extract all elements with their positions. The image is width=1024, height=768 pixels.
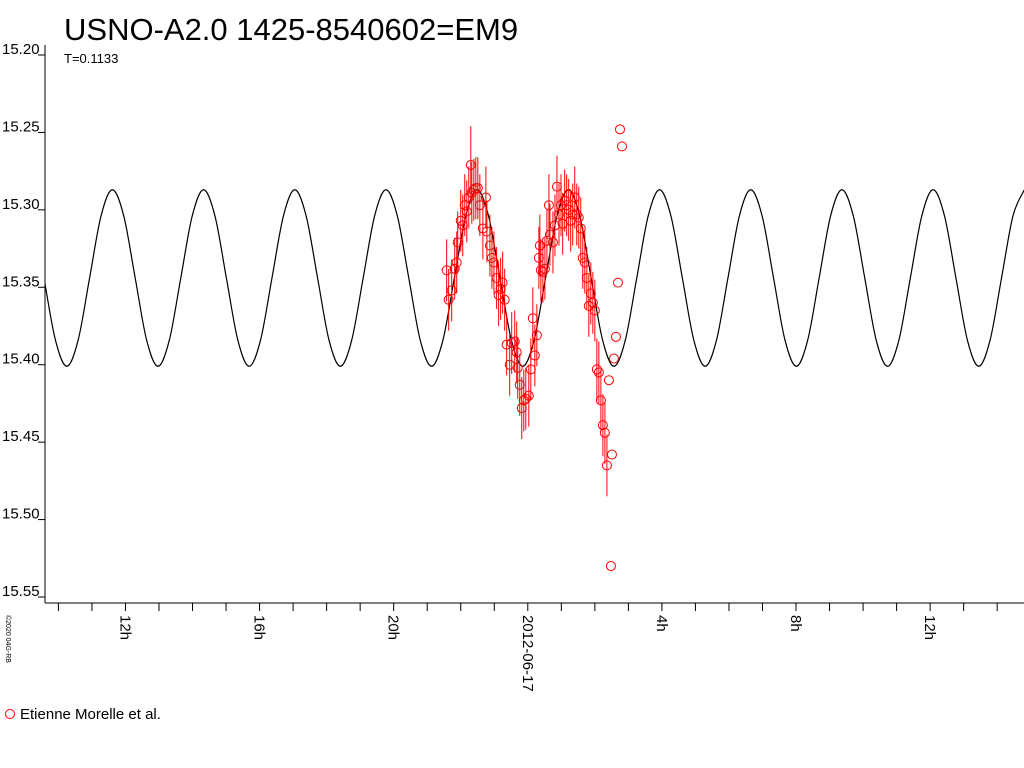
x-tick-label: 20h — [385, 615, 402, 640]
observation — [547, 237, 558, 248]
x-tick-label: 4h — [653, 615, 670, 632]
observation — [441, 265, 452, 276]
observation — [525, 364, 536, 375]
observation — [585, 288, 596, 299]
observation — [443, 294, 454, 305]
observation — [495, 283, 506, 294]
observation — [472, 183, 483, 194]
legend-marker — [5, 709, 15, 719]
observation — [589, 305, 600, 316]
chart-subtitle: T=0.1133 — [64, 51, 118, 66]
y-tick-label: 15.50 — [2, 506, 40, 523]
x-tick-label: 8h — [787, 615, 804, 632]
observation — [451, 257, 462, 268]
observation — [465, 159, 476, 170]
observation — [601, 460, 612, 471]
observation — [512, 362, 523, 373]
observation — [577, 252, 588, 263]
observation — [539, 263, 550, 274]
observation — [446, 285, 457, 296]
observation — [452, 237, 463, 248]
observation — [534, 240, 545, 251]
observation — [567, 209, 578, 220]
observation — [543, 200, 554, 211]
observation — [569, 192, 580, 203]
observation — [461, 206, 472, 217]
observation — [581, 272, 592, 283]
observation — [571, 209, 582, 220]
observation — [610, 331, 621, 342]
observation — [553, 209, 564, 220]
observation — [593, 367, 604, 378]
observation — [603, 375, 614, 386]
y-tick-label: 15.35 — [2, 273, 40, 290]
observation — [488, 257, 499, 268]
observation — [520, 393, 531, 404]
observation — [606, 449, 617, 460]
observation — [608, 353, 619, 364]
observation — [549, 220, 560, 231]
x-tick-label: 12h — [921, 615, 938, 640]
observation — [481, 226, 492, 237]
observation — [455, 215, 466, 226]
observation — [497, 277, 508, 288]
observation — [599, 427, 610, 438]
model-curve — [45, 189, 1024, 367]
y-tick-label: 15.45 — [2, 428, 40, 445]
observation — [551, 181, 562, 192]
observation — [575, 223, 586, 234]
observation — [459, 200, 470, 211]
observation — [449, 263, 460, 274]
observation — [597, 420, 608, 431]
observation — [605, 561, 616, 572]
observation — [541, 235, 552, 246]
observation — [614, 124, 625, 135]
observation — [537, 266, 548, 277]
chart-title: USNO-A2.0 1425-8540602=EM9 — [64, 12, 518, 47]
observation — [533, 252, 544, 263]
plot-area — [45, 124, 1024, 572]
observation — [595, 395, 606, 406]
observation — [509, 336, 520, 347]
observation — [612, 277, 623, 288]
y-tick-label: 15.20 — [2, 41, 40, 58]
y-tick-label: 15.25 — [2, 118, 40, 135]
observation — [559, 195, 570, 206]
observation — [457, 220, 468, 231]
observation — [514, 379, 525, 390]
observation — [561, 200, 572, 211]
observation — [499, 294, 510, 305]
y-tick-label: 15.30 — [2, 196, 40, 213]
observation — [529, 350, 540, 361]
y-tick-label: 15.40 — [2, 351, 40, 368]
observation — [523, 390, 534, 401]
x-tick-label: 2012-06-17 — [519, 615, 536, 692]
observation — [531, 330, 542, 341]
x-tick-label: 16h — [251, 615, 268, 640]
y-tick-label: 15.55 — [2, 583, 40, 600]
observation — [587, 297, 598, 308]
observation — [527, 313, 538, 324]
legend-label: Etienne Morelle et al. — [20, 706, 161, 723]
observation — [480, 192, 491, 203]
observation — [474, 200, 485, 211]
observation — [506, 338, 517, 349]
credit: ©2020 04G-RB — [4, 615, 12, 663]
x-tick-label: 12h — [116, 615, 133, 640]
observation — [579, 257, 590, 268]
observation — [484, 240, 495, 251]
observation — [591, 364, 602, 375]
observation — [617, 141, 628, 152]
observation — [516, 403, 527, 414]
observation — [486, 252, 497, 263]
observation — [573, 212, 584, 223]
observation — [511, 347, 522, 358]
